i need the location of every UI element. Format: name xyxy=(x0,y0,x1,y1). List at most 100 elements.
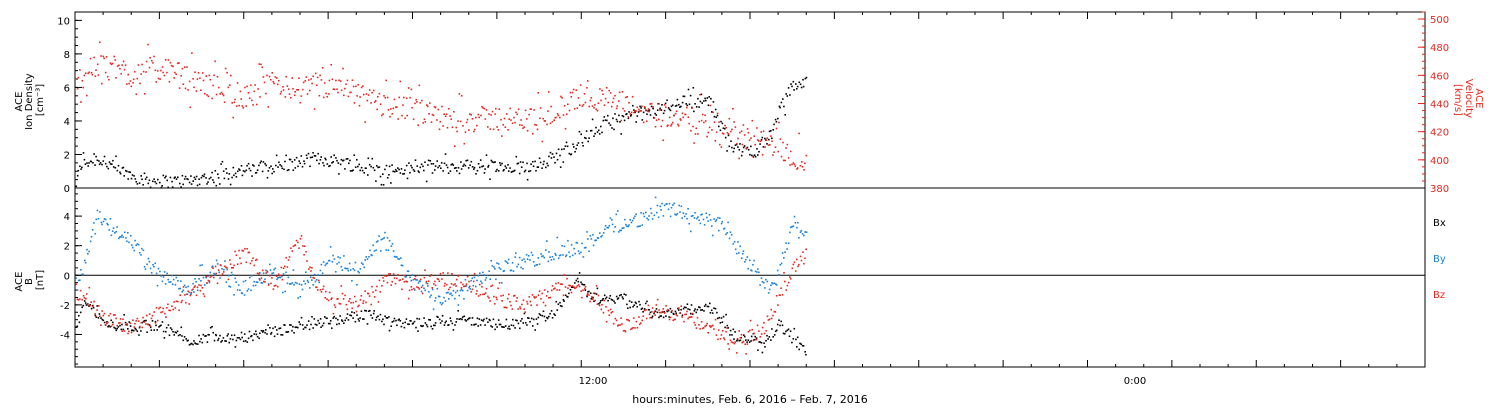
By-point xyxy=(115,230,117,233)
density-point xyxy=(504,165,507,167)
Bz-point xyxy=(734,341,736,343)
velocity-point xyxy=(170,64,173,67)
density-point xyxy=(307,152,310,155)
Bx-point xyxy=(213,339,216,342)
velocity-point xyxy=(517,108,520,110)
Bx-point xyxy=(658,316,660,319)
velocity-point xyxy=(335,79,337,82)
Bz-point xyxy=(541,292,543,295)
Bx-point xyxy=(512,324,515,327)
Bz-point xyxy=(710,325,713,327)
density-ytick-label: 10 xyxy=(57,16,70,27)
density-point xyxy=(487,164,490,167)
density-point xyxy=(205,177,207,179)
Bz-point xyxy=(249,262,252,265)
Bz-point xyxy=(721,330,724,332)
velocity-point xyxy=(300,95,303,97)
velocity-point xyxy=(733,121,735,123)
Bx-point xyxy=(654,310,657,312)
velocity-point xyxy=(276,77,278,79)
Bz-point xyxy=(248,251,251,254)
Bx-point xyxy=(168,334,171,337)
By-point xyxy=(715,219,718,221)
velocity-point xyxy=(428,113,430,115)
Bz-point xyxy=(584,286,587,288)
By-point xyxy=(464,278,467,281)
velocity-point xyxy=(575,89,578,91)
Bz-point xyxy=(121,330,123,332)
Bx-point xyxy=(698,306,700,308)
Bz-point xyxy=(103,312,106,315)
velocity-point xyxy=(476,124,478,127)
By-point xyxy=(517,263,520,266)
Bz-point xyxy=(397,274,399,276)
Bx-point xyxy=(276,329,278,331)
By-point xyxy=(162,276,165,278)
By-point xyxy=(458,294,460,297)
density-point xyxy=(675,104,678,107)
density-point xyxy=(375,180,377,182)
velocity-point xyxy=(320,79,323,81)
By-point xyxy=(307,281,310,284)
Bx-point xyxy=(194,342,196,344)
Bx-point xyxy=(483,318,485,321)
velocity-point xyxy=(178,87,181,89)
velocity-point xyxy=(454,145,456,147)
Bx-point xyxy=(384,315,386,317)
density-point xyxy=(182,183,184,186)
By-point xyxy=(320,263,323,266)
velocity-ytick-label: 440 xyxy=(1430,100,1449,111)
By-point xyxy=(651,218,654,220)
By-point xyxy=(277,277,279,279)
density-point xyxy=(666,99,668,102)
By-point xyxy=(168,281,170,283)
Bz-point xyxy=(232,267,234,269)
By-point xyxy=(692,214,694,217)
velocity-point xyxy=(426,104,428,106)
density-point xyxy=(291,161,294,163)
Bz-point xyxy=(645,317,648,320)
density-point xyxy=(358,163,360,166)
density-point xyxy=(252,164,254,166)
Bz-point xyxy=(567,287,569,289)
velocity-point xyxy=(549,122,552,125)
Bx-point xyxy=(441,320,443,322)
velocity-point xyxy=(139,82,141,85)
Bz-point xyxy=(622,330,625,332)
density-point xyxy=(238,168,240,170)
velocity-point xyxy=(782,159,785,162)
velocity-point xyxy=(412,118,415,121)
By-point xyxy=(228,285,230,288)
Bz-point xyxy=(495,296,498,299)
Bx-point xyxy=(781,324,784,327)
By-point xyxy=(725,233,727,236)
By-point xyxy=(728,237,731,240)
density-point xyxy=(117,164,120,167)
velocity-point xyxy=(718,121,720,123)
density-ytick-label: 8 xyxy=(64,50,70,61)
Bx-point xyxy=(412,322,414,324)
velocity-point xyxy=(745,147,747,149)
Bx-point xyxy=(584,289,587,291)
Bx-point xyxy=(236,337,239,339)
bfield-ytick-label: -2 xyxy=(60,301,70,312)
Bx-point xyxy=(470,324,473,326)
Bx-point xyxy=(788,335,791,338)
velocity-point xyxy=(403,96,405,99)
By-point xyxy=(149,267,152,270)
density-point xyxy=(115,155,117,158)
density-point xyxy=(749,153,751,156)
By-point xyxy=(97,217,100,220)
Bx-point xyxy=(142,320,145,323)
density-point xyxy=(476,169,479,172)
density-point xyxy=(588,137,590,139)
Bz-point xyxy=(469,285,471,288)
Bx-point xyxy=(532,318,535,321)
Bz-series xyxy=(75,235,807,355)
Bz-point xyxy=(540,298,542,300)
By-point xyxy=(773,282,776,284)
Bz-point xyxy=(277,273,280,276)
Bx-point xyxy=(771,328,773,330)
velocity-point xyxy=(779,138,782,140)
density-point xyxy=(644,107,646,109)
